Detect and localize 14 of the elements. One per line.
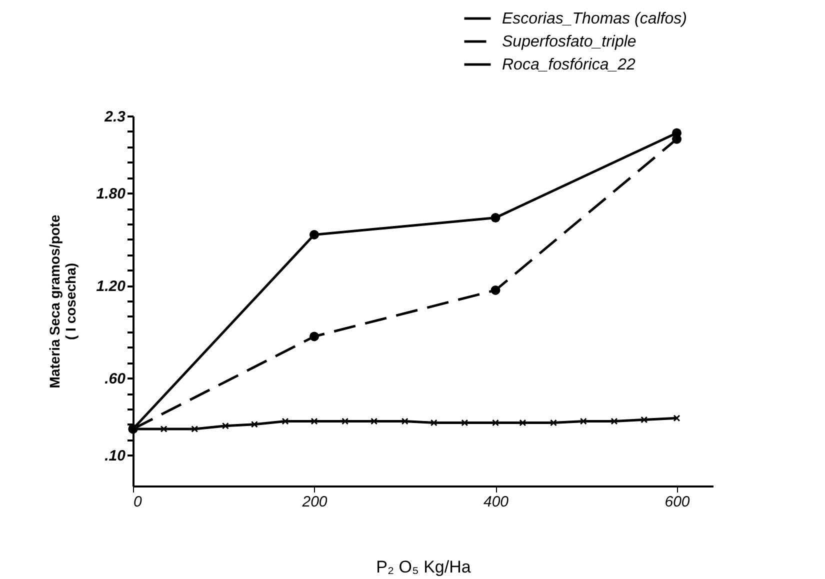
y-tick-label: .60 [104, 370, 126, 388]
y-tick-label: 2.3 [104, 108, 126, 126]
x-axis-title: P₂ O₅ Kg/Ha [376, 558, 472, 576]
x-tick-label: 200 [301, 494, 328, 510]
x-tick-label: 600 [664, 494, 690, 510]
y-tick-label: .10 [104, 448, 126, 465]
x-tick-label: 0 [134, 494, 142, 510]
legend-label: Roca_fosfórica_22 [502, 56, 636, 74]
y-tick-label: 1.20 [96, 278, 126, 296]
y-axis-title: Materia Seca gramos/pote ( I cosecha) [46, 214, 78, 388]
legend-label: Superfosfato_triple [502, 34, 636, 50]
y-tick-label: 1.80 [96, 186, 126, 203]
x-tick-label: 400 [483, 494, 510, 510]
legend-label: Escorias_Thomas (calfos) [502, 10, 687, 28]
